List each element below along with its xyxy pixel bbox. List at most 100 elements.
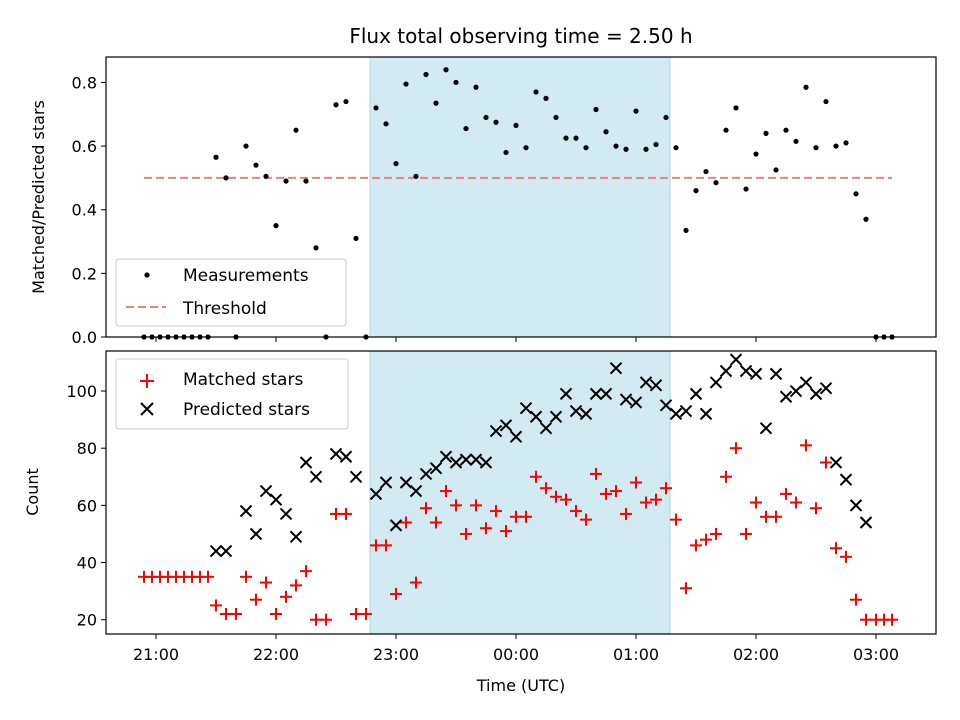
legend-matched-marker <box>140 374 154 388</box>
measurement-point <box>293 127 299 133</box>
predicted-star-point <box>559 387 573 401</box>
matched-star-point <box>710 527 722 540</box>
y-tick-label: 100 <box>66 382 97 401</box>
matched-star-point <box>590 467 602 480</box>
measurement-point <box>593 106 599 113</box>
predicted-star-point <box>649 379 663 392</box>
measurement-point <box>823 98 829 105</box>
measurement-point <box>563 135 569 141</box>
predicted-star-point <box>549 410 563 423</box>
matched-star-point <box>790 496 802 509</box>
matched-star-point <box>360 607 372 620</box>
measurement-point <box>613 143 619 149</box>
matched-star-point <box>540 482 552 495</box>
x-tick-label: 22:00 <box>253 645 299 664</box>
predicted-star-point <box>669 407 683 421</box>
predicted-star-point <box>369 487 383 501</box>
matched-star-point <box>750 496 762 509</box>
matched-star-point <box>290 579 302 592</box>
x-tick-label: 21:00 <box>133 645 179 664</box>
predicted-star-point <box>219 544 233 558</box>
predicted-star-point <box>509 430 523 443</box>
predicted-star-point <box>479 456 493 469</box>
predicted-star-point <box>769 367 783 381</box>
measurement-point <box>223 175 229 181</box>
x-tick-label: 00:00 <box>493 645 539 664</box>
measurement-point <box>303 178 309 184</box>
predicted-star-point <box>529 410 543 423</box>
measurement-point <box>733 105 739 111</box>
measurement-point <box>453 79 459 86</box>
top-axes: 0.0 0.2 0.4 0.6 0.8 <box>72 56 937 347</box>
matched-star-point <box>260 576 272 589</box>
matched-star-point <box>850 593 862 606</box>
matched-star-point <box>210 599 222 612</box>
predicted-star-point <box>849 499 863 512</box>
measurement-point <box>423 71 429 78</box>
matched-star-point <box>380 539 392 552</box>
measurement-point <box>773 167 779 173</box>
predicted-star-point <box>469 453 483 466</box>
matched-star-point <box>230 607 242 620</box>
bottom-legend: Matched stars Predicted stars <box>115 358 349 430</box>
matched-star-point <box>530 470 542 483</box>
matched-star-point <box>740 527 752 540</box>
measurement-point <box>493 119 499 125</box>
top-shaded-region-layer <box>369 56 671 338</box>
predicted-star-point <box>309 470 323 483</box>
measurement-point <box>643 146 649 152</box>
matched-star-point <box>886 613 898 626</box>
predicted-star-point <box>399 476 413 489</box>
observing-window-shade <box>369 350 671 635</box>
matched-star-point <box>720 470 732 483</box>
measurement-point <box>473 84 479 90</box>
measurement-point <box>753 151 759 157</box>
y-tick-label: 20 <box>77 611 97 630</box>
x-tick-label: 23:00 <box>373 645 419 664</box>
matched-star-point <box>280 590 292 603</box>
matched-star-point <box>700 533 712 546</box>
matched-star-point <box>670 513 682 526</box>
x-tick-label: 02:00 <box>733 645 779 664</box>
matched-star-point <box>640 496 652 509</box>
axes-frame <box>105 56 937 338</box>
measurement-point <box>683 227 689 234</box>
matched-star-point <box>620 507 632 520</box>
y-tick-label: 60 <box>77 496 97 515</box>
measurement-point <box>603 129 609 135</box>
measurement-point <box>523 145 529 151</box>
measurement-point <box>653 141 659 148</box>
predicted-star-point <box>349 470 363 483</box>
matched-star-point <box>600 487 612 500</box>
top-plot-marks <box>141 67 895 340</box>
predicted-star-point <box>489 424 503 438</box>
matched-star-point <box>810 502 822 515</box>
matched-star-point <box>830 542 842 555</box>
measurement-point <box>573 135 579 141</box>
legend-matched-label: Matched stars <box>183 370 303 390</box>
top-legend: Measurements Threshold <box>115 258 347 327</box>
bottom-plot-marks <box>138 353 898 626</box>
matched-star-point <box>780 487 792 500</box>
observing-window-shade <box>369 56 671 338</box>
measurement-point <box>703 168 709 175</box>
predicted-star-point <box>719 364 733 378</box>
matched-star-point <box>430 516 442 529</box>
y-tick-label: 40 <box>77 554 97 573</box>
matched-star-point <box>300 565 312 578</box>
matched-star-point <box>770 510 782 523</box>
measurement-point <box>213 154 219 160</box>
matched-star-point <box>820 456 832 469</box>
y-tick-label: 0.2 <box>72 264 97 283</box>
legend-predicted-label: Predicted stars <box>183 400 310 420</box>
x-tick-label: 01:00 <box>613 645 659 664</box>
measurement-point <box>623 146 629 152</box>
matched-star-point <box>680 582 692 595</box>
matched-star-point <box>570 505 582 518</box>
predicted-star-point <box>289 530 303 544</box>
predicted-star-point <box>429 461 443 475</box>
matched-star-point <box>630 476 642 489</box>
y-tick-label: 80 <box>77 439 97 458</box>
bottom-legend-box <box>115 358 349 430</box>
measurement-point <box>693 188 699 194</box>
